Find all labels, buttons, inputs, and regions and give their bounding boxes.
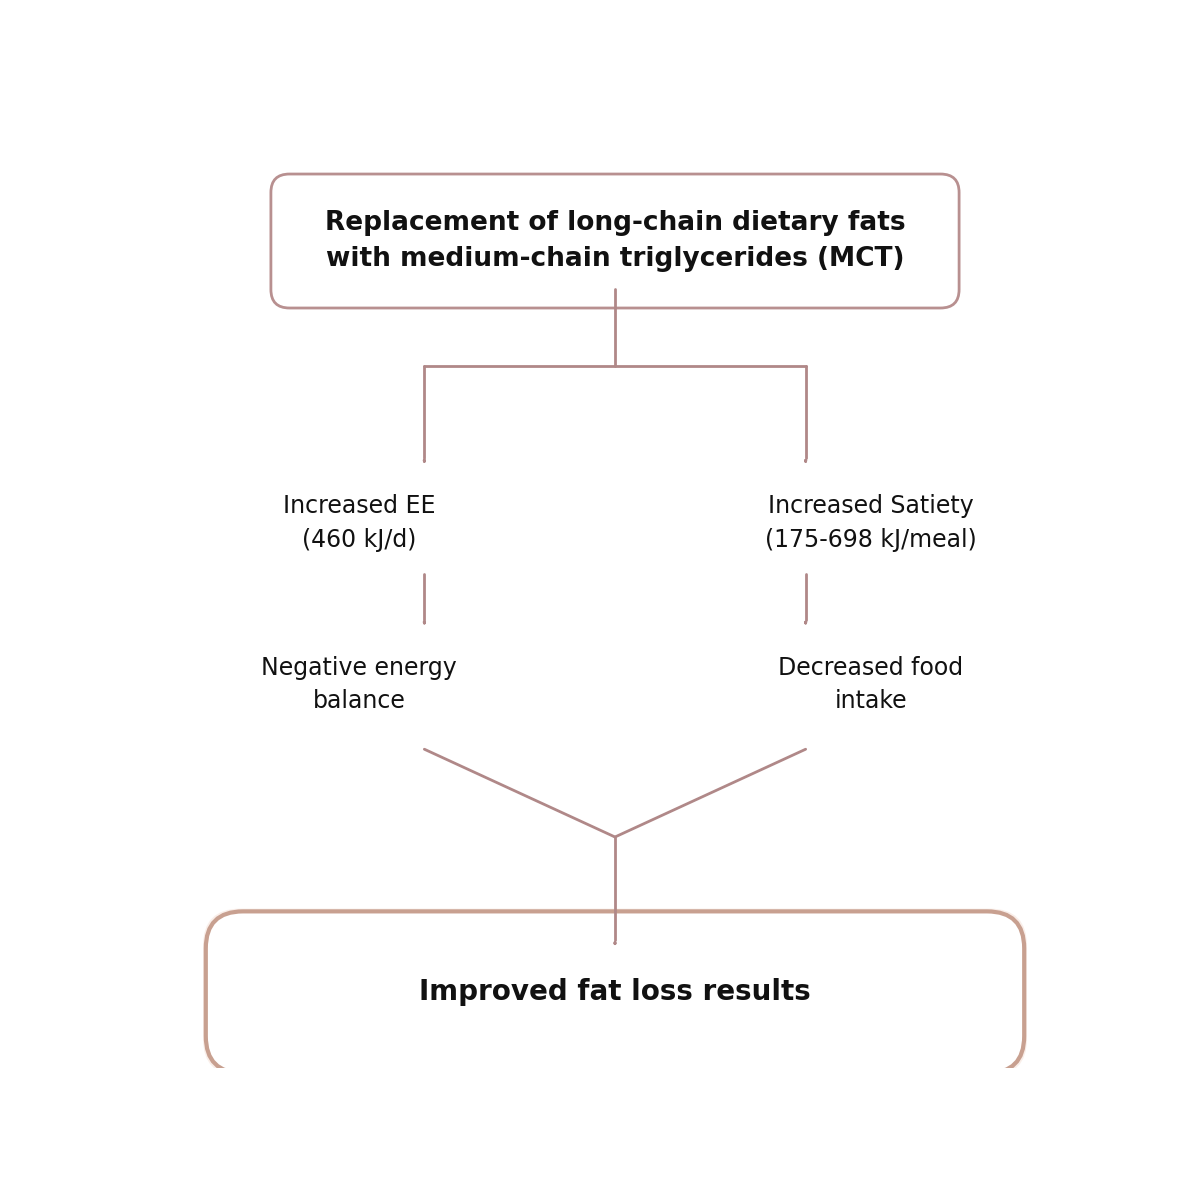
Text: Improved fat loss results: Improved fat loss results — [419, 978, 811, 1007]
Text: Decreased food
intake: Decreased food intake — [778, 655, 964, 713]
FancyBboxPatch shape — [206, 911, 1024, 1073]
Text: Replacement of long-chain dietary fats
with medium-chain triglycerides (MCT): Replacement of long-chain dietary fats w… — [325, 210, 905, 272]
FancyBboxPatch shape — [203, 908, 1027, 1076]
FancyBboxPatch shape — [271, 174, 959, 308]
Text: Increased EE
(460 kJ/d): Increased EE (460 kJ/d) — [283, 494, 436, 552]
Text: Increased Satiety
(175-698 kJ/meal): Increased Satiety (175-698 kJ/meal) — [764, 494, 977, 552]
Text: Negative energy
balance: Negative energy balance — [262, 655, 457, 713]
